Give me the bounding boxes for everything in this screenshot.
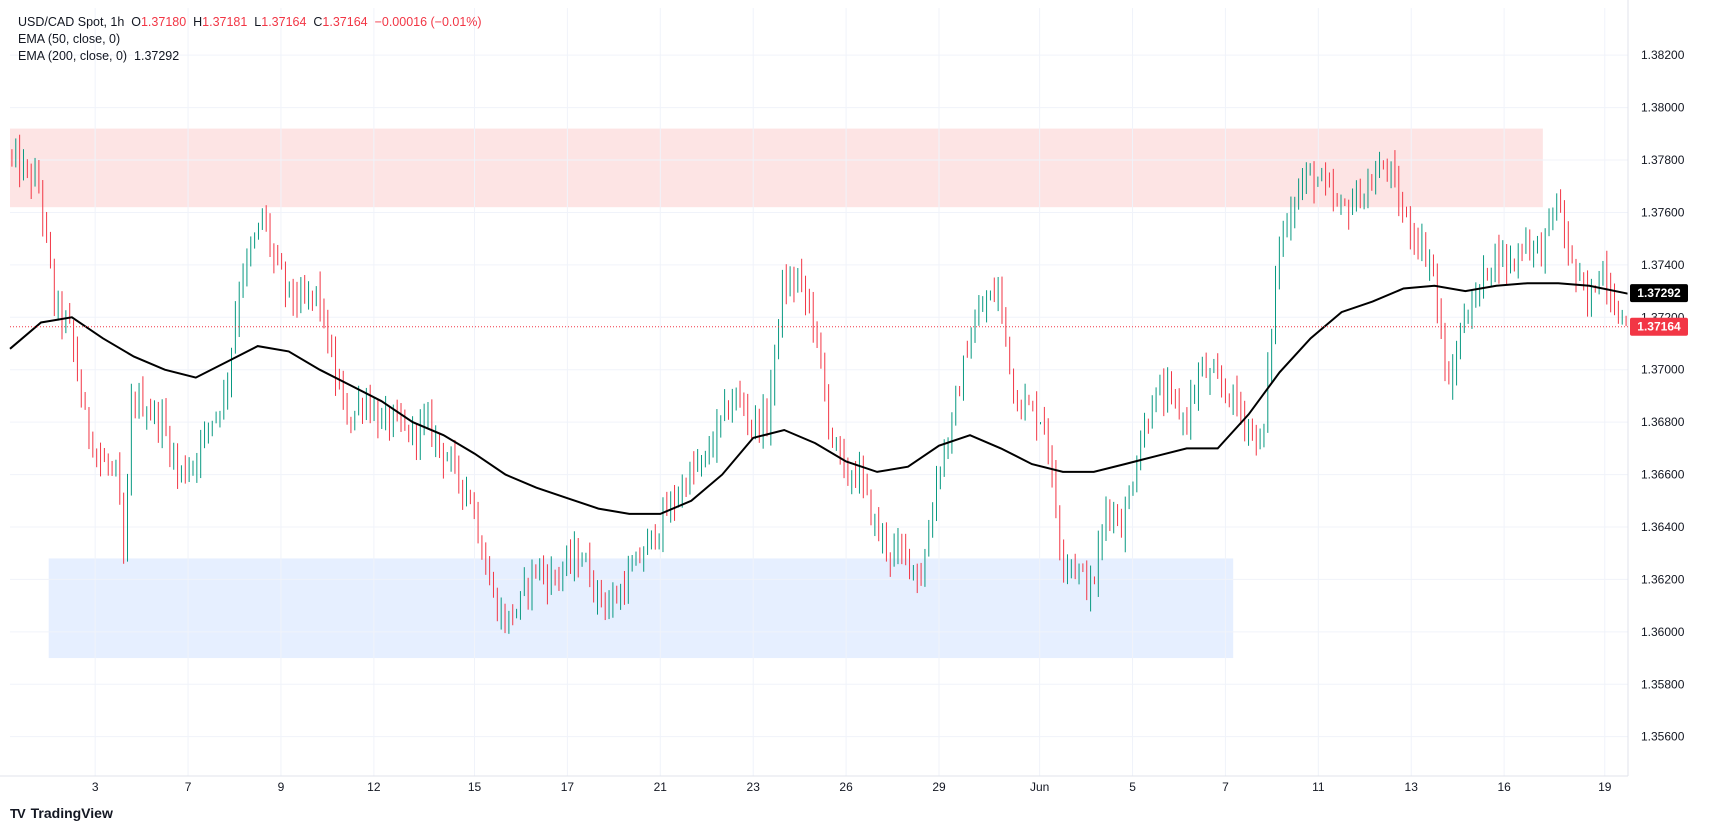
ema200-legend[interactable]: EMA (200, close, 0) 1.37292 [18, 48, 482, 65]
change-value: −0.00016 (−0.01%) [374, 15, 482, 29]
y-tick-label: 1.37400 [1641, 258, 1685, 272]
x-tick-label: 13 [1405, 780, 1419, 794]
x-tick-label: 9 [278, 780, 285, 794]
ema-price-label: 1.37292 [1637, 286, 1681, 300]
x-tick-label: 26 [839, 780, 853, 794]
x-tick-label: 19 [1598, 780, 1612, 794]
chart-legend: USD/CAD Spot, 1h O1.37180 H1.37181 L1.37… [18, 14, 482, 65]
y-tick-label: 1.36800 [1641, 415, 1685, 429]
symbol-label: USD/CAD Spot, 1h [18, 15, 125, 29]
x-tick-label: 15 [468, 780, 482, 794]
x-tick-label: 3 [92, 780, 99, 794]
x-tick-label: 29 [932, 780, 946, 794]
brand-name: TradingView [30, 805, 113, 821]
y-tick-label: 1.36000 [1641, 625, 1685, 639]
ema-line [9, 282, 1629, 515]
close-value: 1.37164 [322, 15, 368, 29]
x-tick-label: 21 [654, 780, 668, 794]
ema200-label: EMA (200, close, 0) [18, 49, 128, 63]
grid-layer [10, 8, 1628, 776]
low-value: 1.37164 [261, 15, 307, 29]
ema-layer [9, 282, 1629, 515]
high-value: 1.37181 [202, 15, 248, 29]
x-tick-label: 16 [1497, 780, 1511, 794]
ema200-value: 1.37292 [134, 49, 180, 63]
axis-layer: 1.35600 1.35800 1.36000 1.36200 1.36400 1.366… [0, 0, 1688, 794]
high-label: H [193, 15, 203, 29]
tradingview-logo[interactable]: TV TradingView [10, 805, 113, 821]
x-tick-label: 17 [561, 780, 575, 794]
ema50-label: EMA (50, close, 0) [18, 32, 121, 46]
low-label: L [254, 15, 262, 29]
x-tick-label: Jun [1030, 780, 1049, 794]
zones-layer [10, 128, 1543, 659]
y-tick-label: 1.35800 [1641, 677, 1685, 691]
x-tick-label: 11 [1312, 780, 1325, 794]
y-tick-label: 1.37600 [1641, 205, 1685, 219]
x-tick-label: 7 [185, 780, 192, 794]
y-tick-label: 1.35600 [1641, 730, 1685, 744]
resistance-zone [10, 128, 1543, 208]
ema50-legend[interactable]: EMA (50, close, 0) [18, 31, 482, 48]
x-tick-label: 12 [367, 780, 381, 794]
ohlc-row: USD/CAD Spot, 1h O1.37180 H1.37181 L1.37… [18, 14, 482, 31]
y-tick-label: 1.38200 [1641, 48, 1685, 62]
support-zone [48, 558, 1234, 659]
y-tick-label: 1.36200 [1641, 572, 1685, 586]
close-label: C [313, 15, 323, 29]
y-tick-label: 1.37800 [1641, 153, 1685, 167]
y-tick-label: 1.36600 [1641, 468, 1685, 482]
last-price-label: 1.37164 [1637, 320, 1681, 334]
y-tick-label: 1.37000 [1641, 363, 1685, 377]
x-tick-label: 23 [747, 780, 761, 794]
ema-price-tag [1630, 284, 1688, 303]
tradingview-icon: TV [10, 805, 26, 821]
open-value: 1.37180 [140, 15, 187, 29]
last-price-tag [1630, 317, 1688, 336]
open-label: O [131, 15, 141, 29]
y-tick-label: 1.36400 [1641, 520, 1685, 534]
x-tick-label: 5 [1129, 780, 1136, 794]
x-tick-label: 7 [1222, 780, 1229, 794]
y-tick-label: 1.38000 [1641, 101, 1685, 115]
